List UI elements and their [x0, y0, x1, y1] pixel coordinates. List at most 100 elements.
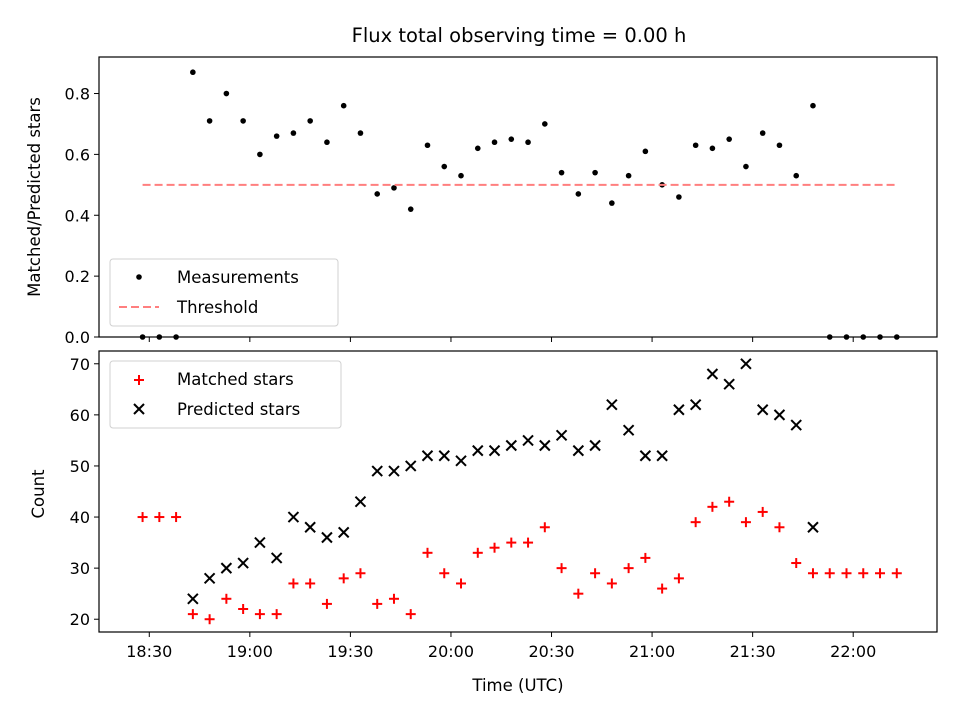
legend-predicted-marker: [133, 403, 145, 415]
matched-stars-point: [707, 501, 718, 512]
measurement-point: [776, 142, 783, 149]
predicted-stars-point: [304, 521, 316, 533]
predicted-stars-point: [237, 557, 249, 569]
matched-stars-point: [841, 568, 852, 579]
bottom-x-tick-label: 20:00: [428, 642, 474, 661]
measurement-point: [458, 172, 464, 179]
measurement-point: [810, 102, 816, 109]
matched-stars-point: [388, 593, 399, 604]
matched-stars-point: [238, 604, 249, 615]
matched-stars-point: [271, 609, 282, 620]
matched-stars-point: [154, 512, 165, 523]
matched-stars-point: [875, 568, 886, 579]
predicted-stars-point: [740, 358, 752, 370]
bottom-x-tick-label: 21:30: [730, 642, 776, 661]
predicted-stars-point: [589, 439, 601, 452]
predicted-stars-point: [539, 439, 551, 452]
measurement-point: [642, 148, 649, 155]
predicted-stars-point: [354, 496, 367, 508]
predicted-stars-point: [371, 465, 383, 477]
predicted-stars-point: [472, 444, 484, 457]
measurement-point: [391, 185, 397, 191]
matched-stars-point: [305, 578, 316, 589]
matched-stars-point: [657, 583, 668, 594]
matched-stars-point: [405, 609, 416, 620]
matched-stars-point: [573, 588, 584, 599]
legend-measurements-marker: [136, 274, 142, 280]
matched-stars-point: [204, 614, 215, 625]
bottom-y-tick-label: 60: [70, 406, 90, 425]
bottom-y-tick-label: 50: [70, 457, 90, 476]
predicted-stars-point: [522, 434, 534, 447]
measurement-point: [692, 142, 699, 149]
matched-stars-point: [254, 609, 265, 620]
matched-stars-point: [372, 598, 383, 609]
top-y-axis-label: Matched/Predicted stars: [25, 97, 44, 297]
measurement-point: [190, 69, 196, 76]
matched-stars-point: [523, 537, 534, 548]
legend-matched-marker: [134, 375, 144, 385]
top-plot-frame: [98, 56, 938, 338]
matched-stars-point: [807, 568, 818, 579]
measurement-point: [257, 151, 263, 158]
predicted-stars-point: [656, 450, 668, 462]
top-y-tick-label: 0.0: [65, 328, 90, 347]
bottom-axis-ticks: 20 30 40 50 60 70 18:30 19:00 19:30 20:00 20:30 21:…: [70, 355, 877, 661]
matched-stars-point: [556, 563, 567, 574]
top-plot-marks: [139, 69, 900, 340]
predicted-stars-point: [187, 593, 199, 605]
predicted-stars-point: [203, 572, 216, 585]
measurement-point: [206, 118, 213, 124]
measurement-point: [441, 163, 448, 170]
legend-predicted-label: Predicted stars: [177, 400, 300, 419]
matched-stars-point: [891, 568, 902, 579]
measurement-point: [542, 121, 548, 127]
matched-stars-point: [221, 593, 232, 604]
top-chart-title: Flux total observing time = 0.00 h: [352, 24, 687, 47]
bottom-y-tick-label: 40: [70, 508, 90, 527]
matched-stars-point: [673, 573, 684, 584]
bottom-plot-marks: [137, 358, 902, 625]
legend-threshold-label: Threshold: [176, 298, 258, 317]
predicted-stars-point: [455, 455, 467, 467]
matched-stars-point: [472, 547, 483, 558]
matched-stars-point: [355, 568, 366, 579]
predicted-stars-point: [405, 460, 417, 472]
measurement-point: [357, 130, 364, 136]
predicted-stars-point: [321, 531, 333, 544]
matched-stars-point: [623, 563, 634, 574]
matched-stars-point: [439, 568, 450, 579]
matched-stars-point: [137, 512, 148, 523]
predicted-stars-point: [220, 562, 233, 574]
predicted-stars-point: [337, 526, 350, 539]
measurement-point: [709, 145, 716, 152]
top-y-tick-label: 0.8: [65, 85, 90, 104]
top-axis-ticks: 0.0 0.2 0.4 0.6 0.8: [65, 85, 854, 347]
top-y-tick-label: 0.6: [65, 145, 90, 164]
measurement-point: [340, 102, 347, 109]
measurement-point: [223, 90, 230, 97]
bottom-x-tick-label: 19:30: [327, 642, 373, 661]
bottom-legend-box: [109, 360, 342, 429]
measurement-point: [793, 172, 800, 179]
predicted-stars-point: [254, 536, 266, 549]
matched-stars-point: [791, 558, 802, 569]
measurement-point: [609, 200, 615, 206]
predicted-stars-point: [606, 398, 618, 411]
measurement-point: [625, 172, 632, 179]
measurement-point: [508, 136, 515, 142]
matched-stars-point: [757, 506, 768, 517]
predicted-stars-point: [723, 378, 735, 390]
matched-stars-point: [321, 598, 332, 609]
matched-stars-point: [489, 542, 500, 553]
measurement-point: [407, 206, 414, 212]
matched-stars-point: [640, 552, 651, 563]
predicted-stars-point: [756, 404, 769, 416]
measurement-point: [592, 169, 598, 176]
measurement-point: [307, 118, 313, 124]
measurement-point: [424, 142, 431, 149]
matched-stars-point: [288, 578, 299, 589]
predicted-stars-point: [807, 521, 819, 533]
measurement-point: [290, 130, 297, 136]
bottom-y-axis-label: Count: [29, 469, 48, 519]
